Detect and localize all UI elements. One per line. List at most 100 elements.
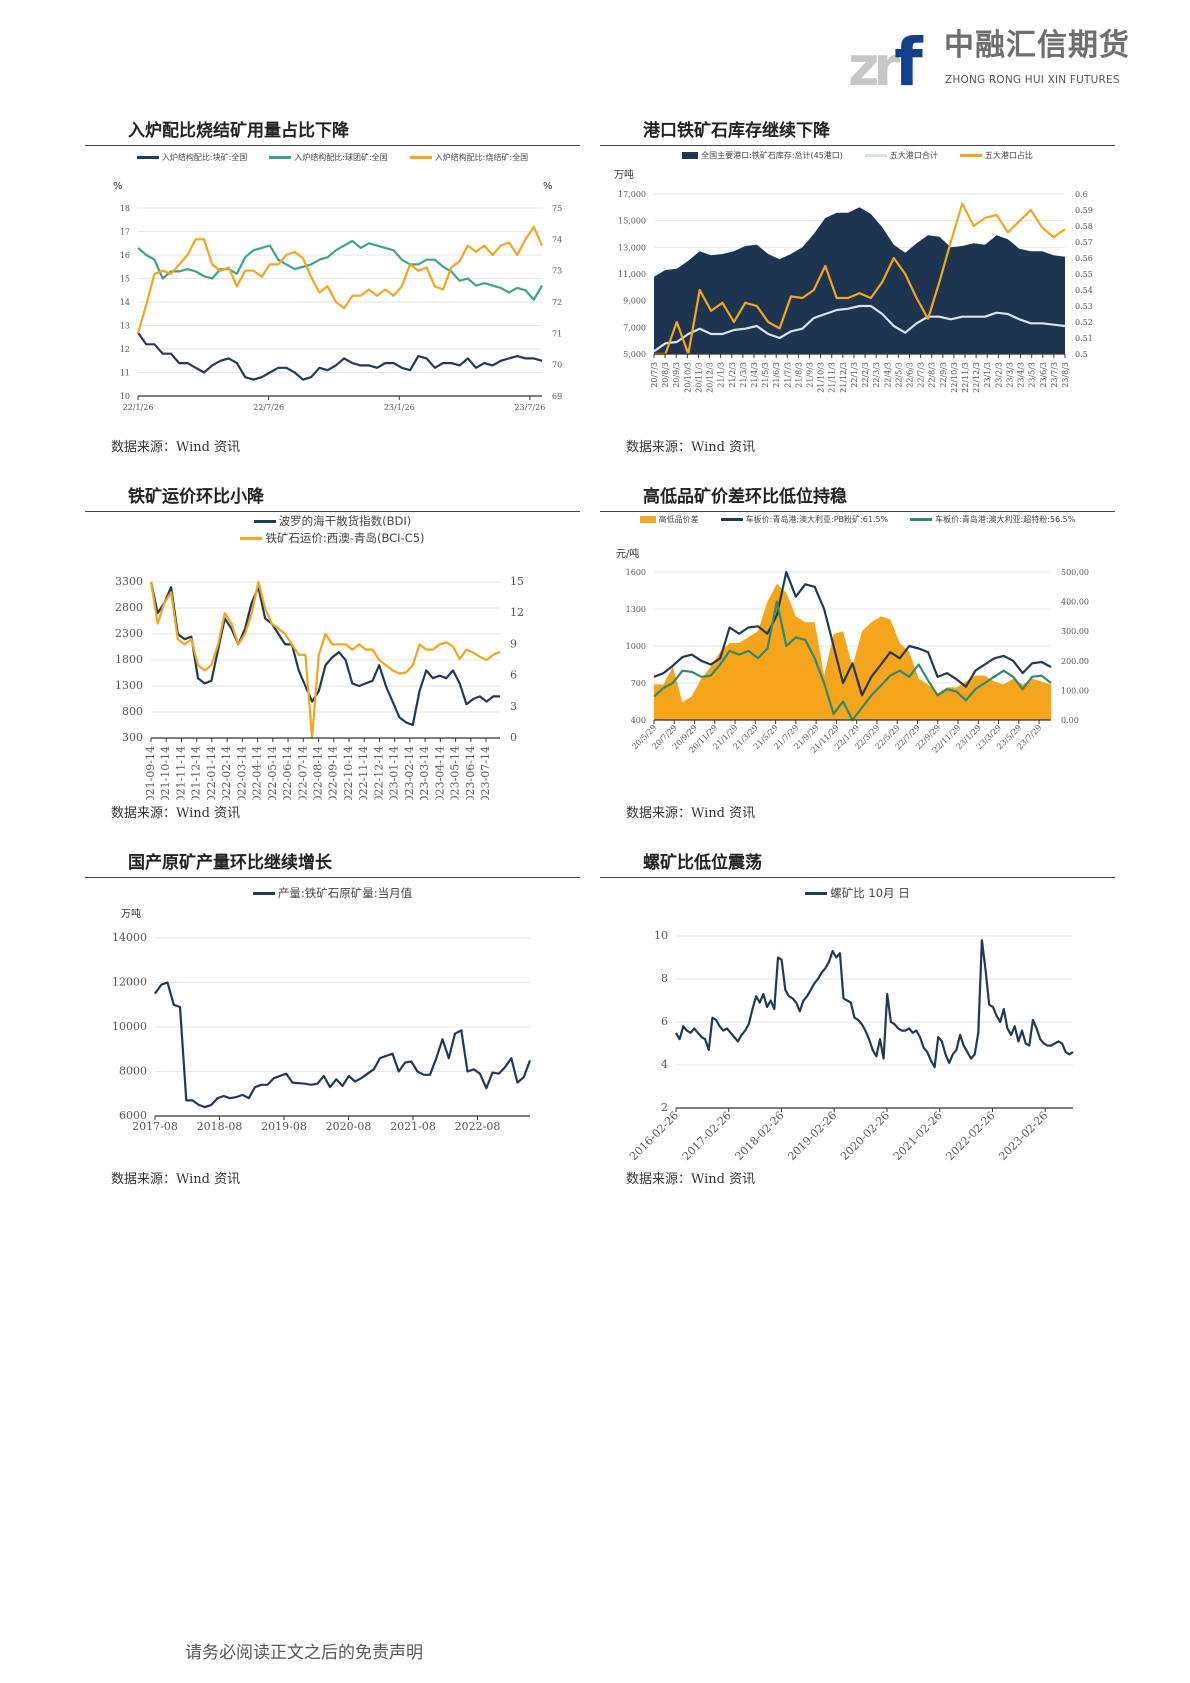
x-tick-label: 2023-07-14 [479,746,492,800]
y-tick-label: 1300 [626,605,646,614]
series-area [654,583,1051,720]
y-tick-label: 9,000 [623,297,646,306]
chart-panel: 国产原矿产量环比继续增长 产量:铁矿石原矿量:当月值 万吨 6000 8000 1000… [85,850,580,1187]
y-tick-label: 13 [120,322,130,331]
y-tick-label: 16 [120,251,130,260]
x-tick-label: 2019-08 [261,1120,307,1133]
y-tick-label: 8 [661,972,668,985]
y-tick-label: 10 [654,929,668,942]
y2-tick-label: 0 [510,731,517,744]
y-tick-label: 8000 [119,1065,147,1078]
logo-chinese-name: 中融汇信期货 [944,28,1130,63]
x-tick-label: 2022-05-14 [266,746,279,800]
x-tick-label: 2023-03-14 [418,746,431,800]
chart-title: 入炉配比烧结矿用量占比下降 [85,118,580,146]
legend-swatch [639,516,656,523]
x-tick-label: 23/8/3 [1061,362,1070,388]
x-tick-label: 23/4/3 [1017,362,1026,388]
legend-swatch [136,156,159,159]
y-tick-label: 1600 [626,568,646,577]
chart-panel: 铁矿运价环比小降 波罗的海干散货指数(BDI) 铁矿石运价:西澳-青岛(BCI-C… [85,484,580,821]
legend-label: 车板价:青岛港:澳大利亚:PB粉矿:61.5% [745,515,889,524]
y-tick-label: 1300 [115,679,143,692]
chart-svg: 2 4 6 8 10 2016-02-262017-02-262018-02-262019… [627,929,1074,1163]
y2-tick-label: 0.52 [1075,318,1093,327]
y2-tick-label: 9 [510,637,517,650]
legend-swatch [409,156,432,159]
legend-label: 铁矿石运价:西澳-青岛(BCI-C5) [265,531,425,545]
legend-swatch [269,156,292,159]
x-tick-label: 22/1/3 [850,362,859,388]
chart-svg: 10 11 12 13 14 15 16 17 18 69 70 71 72 73 74 75 22/1/26 2… [120,204,562,412]
y2-tick-label: 12 [510,606,524,619]
legend-item: 全国主要港口:铁矿石库存:总计(45港口) [682,150,843,161]
x-tick-label: 22/5/3 [894,362,903,388]
x-tick-label: 20/10/3 [683,362,692,393]
x-tick-label: 20/7/3 [650,362,659,388]
y2-tick-label: 400.00 [1061,598,1089,607]
y-tick-label: 800 [122,705,143,718]
chart-area: 入炉结构配比:块矿:全国 入炉结构配比:球团矿:全国 入炉结构配比:烧结矿:全国%%… [85,146,580,434]
y2-tick-label: 0.51 [1075,334,1093,343]
legend-swatch [910,518,933,521]
legend-label: 螺矿比 10月 日 [830,886,910,900]
x-tick-label: 22/11/3 [961,362,970,393]
x-tick-label: 21/8/3 [794,362,803,388]
x-tick-label: 2022-11-14 [357,746,370,800]
x-tick-label: 2022-04-14 [251,746,264,800]
y2-tick-label: 0.55 [1075,270,1093,279]
y2-tick-label: 72 [552,298,562,307]
x-tick-label: 21/7/3 [783,362,792,388]
x-tick-label: 2022-10-14 [342,746,355,800]
y-tick-label: 14 [120,298,130,307]
x-tick-label: 2017-08 [132,1120,178,1133]
legend-item: 车板价:青岛港:澳大利亚:超特粉:56.5% [910,514,1075,525]
x-tick-label: 2018-08 [197,1120,243,1133]
y2-tick-label: 0.59 [1075,206,1093,215]
chart-area: 波罗的海干散货指数(BDI) 铁矿石运价:西澳-青岛(BCI-C5) 300 800 1… [85,512,580,800]
y2-tick-label: 71 [552,329,562,338]
series-line [137,331,543,381]
legend-swatch [959,154,982,157]
y2-tick-label: 0.58 [1075,222,1093,231]
x-tick-label: 2022-01-14 [205,746,218,800]
y-tick-label: 12 [120,345,130,354]
x-tick-label: 2020-02-26 [838,1109,892,1163]
data-source: 数据来源：Wind 资讯 [626,806,756,821]
x-tick-label: 2022-08-14 [312,746,325,800]
legend-item: 入炉结构配比:球团矿:全国 [269,152,388,163]
y-tick-label: 17 [120,228,130,237]
series-line [154,981,532,1109]
chart-panel: 高低品矿价差环比低位持稳 高低品价差 车板价:青岛港:澳大利亚:PB粉矿:61.5… [600,484,1115,821]
x-tick-label: 2021-11-14 [174,746,187,800]
chart-area: 螺矿比 10月 日 2 4 6 8 10 2016-02-26 2017-02-26 2018-… [600,878,1115,1166]
y2-tick-label: 6 [510,669,517,682]
left-axis-unit: 万吨 [121,909,141,920]
y-tick-label: 7,000 [623,323,646,332]
chart-legend: 高低品价差 车板价:青岛港:澳大利亚:PB粉矿:61.5% 车板价:青岛港:澳大利亚… [600,514,1115,525]
legend-item: 产量:铁矿石原矿量:当月值 [252,886,412,901]
x-tick-label: 2023-05-14 [449,746,462,800]
legend-item: 车板价:青岛港:澳大利亚:PB粉矿:61.5% [720,514,889,525]
y-tick-label: 300 [122,731,143,744]
y2-tick-label: 15 [510,575,524,588]
y-tick-label: 18 [120,204,130,213]
y2-tick-label: 0.53 [1075,302,1093,311]
x-tick-label: 22/4/3 [883,362,892,388]
x-tick-label: 21/6/3 [772,362,781,388]
legend-label: 五大港口占比 [984,151,1033,160]
x-tick-label: 2018-02-26 [733,1109,787,1163]
x-tick-label: 2020-08 [326,1120,372,1133]
legend-item: 螺矿比 10月 日 [805,886,910,901]
company-logo: zrf 中融汇信期货 ZHONG RONG HUI XIN FUTURES [848,28,1130,96]
x-tick-label: 22/12/3 [972,362,981,393]
legend-item: 五大港口合计 [864,150,938,161]
y-tick-label: 17,000 [618,190,646,199]
x-tick-label: 2023-01-14 [388,746,401,800]
chart-svg: 5,000 7,000 9,000 11,000 13,000 15,000 17,000 0… [618,190,1093,393]
x-tick-label: 20/8/3 [661,362,670,388]
chart-svg: 400 700 1000 1300 1600 0.00 100.00 200.00 300.00… [626,568,1089,755]
x-tick-label: 22/2/3 [861,362,870,388]
legend-swatch [240,537,263,540]
y2-tick-label: 69 [552,392,562,401]
